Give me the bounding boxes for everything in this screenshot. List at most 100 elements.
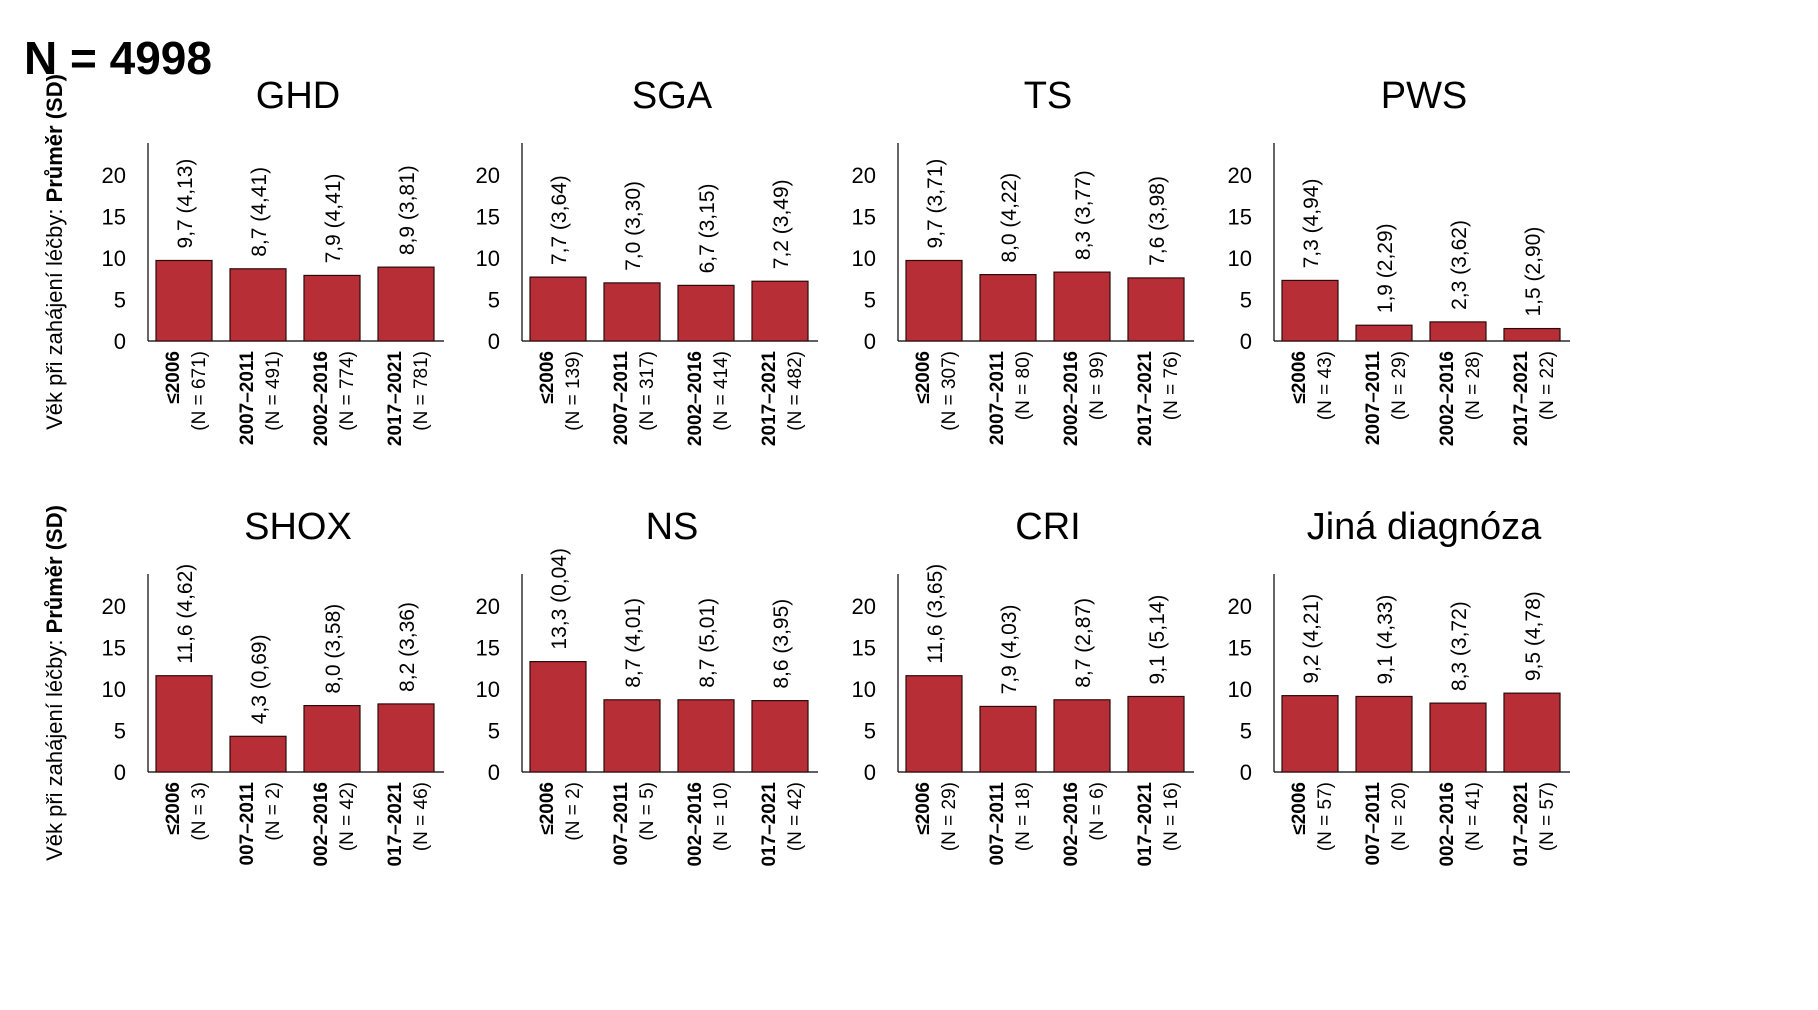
y-tick-label: 15 (102, 636, 126, 661)
category-label: 2017–2021 (1135, 351, 1156, 447)
y-tick-label: 20 (1228, 594, 1252, 619)
category-label: ≤2006 (1289, 782, 1310, 835)
y-tick-label: 10 (102, 677, 126, 702)
data-label: 8,7 (5,01) (696, 598, 719, 688)
y-tick-label: 20 (476, 163, 500, 188)
category-label: 2007–2011 (237, 351, 258, 445)
category-label: 017–2021 (759, 782, 780, 867)
data-label: 8,0 (4,22) (998, 173, 1021, 263)
panel-title: PWS (1381, 75, 1468, 117)
category-label: 2017–2021 (1511, 351, 1532, 447)
category-n-label: (N = 3) (189, 782, 210, 841)
y-tick-label: 0 (864, 760, 876, 785)
data-label: 8,9 (3,81) (396, 165, 419, 255)
category-label: ≤2006 (163, 351, 184, 404)
category-n-label: (N = 2) (263, 782, 284, 841)
bar (1503, 327, 1561, 342)
y-tick-label: 20 (102, 594, 126, 619)
panel-title: TS (1024, 75, 1073, 117)
y-tick-label: 5 (864, 719, 876, 744)
category-label: 2017–2021 (385, 351, 406, 447)
bar (1355, 695, 1413, 773)
total-count: N = 4998 (24, 32, 212, 84)
data-label: 2,3 (3,62) (1448, 220, 1471, 310)
data-label: 8,0 (3,58) (322, 604, 345, 694)
category-n-label: (N = 18) (1013, 782, 1034, 851)
bar (377, 266, 435, 342)
category-n-label: (N = 99) (1087, 351, 1108, 420)
y-tick-label: 10 (102, 246, 126, 271)
category-n-label: (N = 10) (711, 782, 732, 851)
y-tick-label: 15 (476, 205, 500, 230)
category-n-label: (N = 671) (189, 351, 210, 431)
panel-title: SHOX (244, 506, 352, 548)
category-label: 2017–2021 (759, 351, 780, 447)
category-n-label: (N = 46) (411, 782, 432, 851)
data-label: 8,6 (3,95) (770, 599, 793, 689)
category-n-label: (N = 57) (1315, 782, 1336, 851)
category-n-label: (N = 28) (1463, 351, 1484, 420)
y-tick-label: 0 (488, 329, 500, 354)
category-n-label: (N = 491) (263, 351, 284, 431)
category-label: ≤2006 (537, 351, 558, 404)
category-n-label: (N = 76) (1161, 351, 1182, 420)
y-tick-label: 20 (852, 594, 876, 619)
category-n-label: (N = 307) (939, 351, 960, 431)
category-n-label: (N = 482) (785, 351, 806, 431)
data-label: 4,3 (0,69) (248, 634, 271, 724)
data-label: 9,5 (4,78) (1522, 591, 1545, 681)
y-tick-label: 10 (852, 677, 876, 702)
bar (529, 276, 587, 342)
category-n-label: (N = 57) (1537, 782, 1558, 851)
category-label: 2002–2016 (1061, 351, 1082, 446)
bar (1053, 699, 1111, 773)
category-n-label: (N = 2) (563, 782, 584, 841)
category-label: 007–2011 (987, 782, 1008, 866)
data-label: 11,6 (4,62) (174, 564, 197, 664)
data-label: 8,3 (3,77) (1072, 170, 1095, 260)
category-label: 017–2021 (1135, 782, 1156, 867)
bar (603, 699, 661, 773)
category-label: 2007–2011 (1363, 351, 1384, 445)
bar (1429, 702, 1487, 773)
bar (1429, 321, 1487, 342)
y-tick-label: 15 (852, 205, 876, 230)
data-label: 7,9 (4,41) (322, 174, 345, 264)
bar (1281, 695, 1339, 773)
category-label: 017–2021 (385, 782, 406, 867)
category-label: 002–2016 (1061, 782, 1082, 867)
bar (155, 259, 213, 342)
data-label: 7,6 (3,98) (1146, 176, 1169, 266)
category-n-label: (N = 42) (785, 782, 806, 851)
category-label: 007–2011 (1363, 782, 1384, 866)
data-label: 9,7 (4,13) (174, 159, 197, 249)
category-label: ≤2006 (1289, 351, 1310, 404)
y-tick-label: 15 (852, 636, 876, 661)
data-label: 7,0 (3,30) (622, 181, 645, 271)
y-tick-label: 20 (852, 163, 876, 188)
category-n-label: (N = 5) (637, 782, 658, 841)
y-tick-label: 10 (1228, 677, 1252, 702)
y-tick-label: 10 (1228, 246, 1252, 271)
category-n-label: (N = 80) (1013, 351, 1034, 420)
category-n-label: (N = 6) (1087, 782, 1108, 841)
bar (529, 661, 587, 773)
category-label: ≤2006 (163, 782, 184, 835)
panel-title: SGA (632, 75, 713, 117)
category-n-label: (N = 774) (337, 351, 358, 431)
y-tick-label: 10 (476, 677, 500, 702)
category-n-label: (N = 16) (1161, 782, 1182, 851)
category-n-label: (N = 29) (939, 782, 960, 851)
data-label: 7,2 (3,49) (770, 179, 793, 269)
y-tick-label: 5 (488, 288, 500, 313)
data-label: 7,9 (4,03) (998, 605, 1021, 695)
data-label: 8,3 (3,72) (1448, 601, 1471, 691)
panel-title: NS (646, 506, 699, 548)
data-label: 7,3 (4,94) (1300, 179, 1323, 269)
y-tick-label: 20 (476, 594, 500, 619)
bar (1281, 279, 1339, 342)
data-label: 6,7 (3,15) (696, 183, 719, 273)
category-n-label: (N = 41) (1463, 782, 1484, 851)
category-label: ≤2006 (913, 782, 934, 835)
